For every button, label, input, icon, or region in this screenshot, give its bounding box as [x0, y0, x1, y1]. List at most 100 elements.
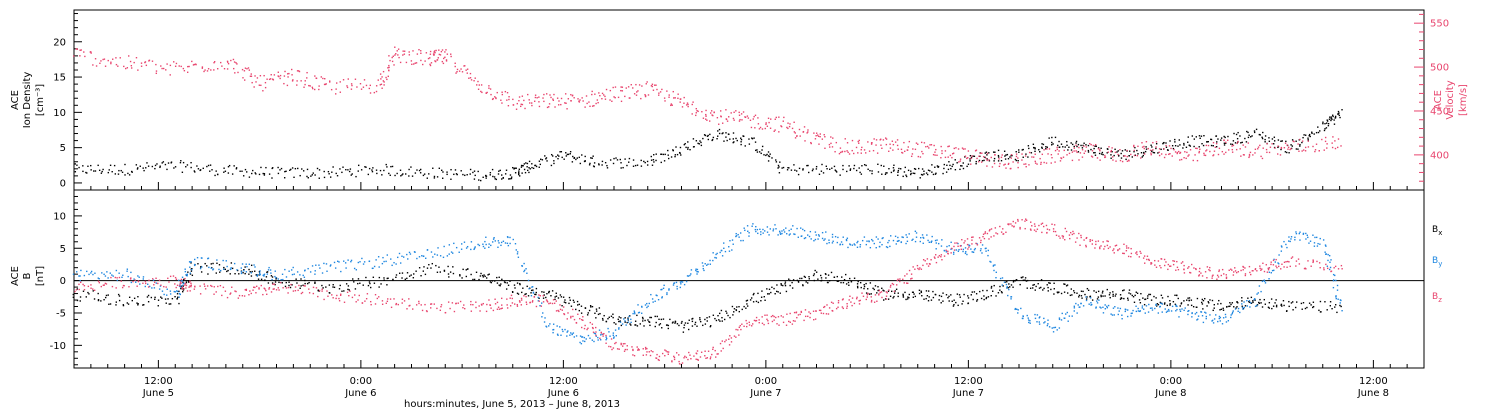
bottom-data-point — [1280, 304, 1282, 306]
bottom-data-point — [837, 236, 839, 239]
bottom-data-point — [1220, 274, 1222, 277]
bottom-data-point — [630, 321, 632, 324]
top-data-point — [1018, 151, 1020, 153]
x-tick-date: June 6 — [344, 388, 376, 399]
bottom-data-point — [169, 293, 172, 295]
top-data-point — [671, 104, 673, 106]
top-data-point — [279, 77, 281, 80]
top-data-point — [740, 138, 743, 141]
bottom-data-point — [1091, 303, 1093, 306]
top-data-point — [255, 173, 257, 175]
bottom-data-point — [720, 350, 722, 352]
top-data-point — [1266, 143, 1268, 145]
bottom-data-point — [153, 287, 156, 289]
top-data-point — [264, 81, 267, 84]
top-data-point — [126, 67, 129, 69]
bottom-data-point — [1263, 270, 1266, 273]
bottom-data-point — [498, 308, 501, 310]
bottom-data-point — [1005, 231, 1007, 233]
bottom-data-point — [881, 243, 883, 246]
bottom-data-point — [218, 268, 220, 271]
bottom-data-point — [1113, 314, 1115, 316]
bottom-data-point — [1189, 272, 1192, 274]
top-data-point — [1110, 157, 1112, 159]
top-data-point — [675, 146, 677, 148]
bottom-data-point — [241, 295, 244, 297]
top-data-point — [462, 173, 464, 176]
bottom-data-point — [544, 317, 546, 319]
top-data-point — [806, 164, 808, 167]
top-data-point — [624, 158, 626, 160]
top-data-point — [761, 145, 764, 148]
bottom-data-point — [259, 270, 261, 272]
bottom-data-point — [766, 288, 768, 290]
top-data-point — [818, 143, 820, 145]
bottom-data-point — [1035, 285, 1037, 288]
bottom-data-point — [661, 297, 663, 299]
bottom-data-point — [1302, 233, 1305, 235]
top-data-point — [523, 168, 526, 171]
bottom-data-point — [1053, 224, 1056, 226]
bottom-data-point — [885, 246, 888, 248]
top-data-point — [778, 166, 780, 168]
bottom-data-point — [863, 285, 866, 288]
bottom-data-point — [563, 313, 565, 315]
bottom-data-point — [758, 321, 760, 324]
bottom-data-point — [1139, 310, 1142, 312]
bottom-data-point — [78, 288, 80, 291]
bottom-data-point — [1160, 258, 1163, 260]
top-data-point — [489, 88, 492, 90]
top-data-point — [1143, 145, 1145, 148]
bottom-data-point — [223, 266, 225, 269]
top-data-point — [656, 88, 658, 91]
bottom-data-point — [962, 250, 964, 253]
bottom-data-point — [1261, 280, 1264, 283]
bottom-data-point — [783, 229, 785, 231]
top-data-point — [1174, 151, 1177, 153]
bottom-data-point — [1326, 309, 1328, 311]
top-data-point — [389, 59, 391, 62]
bottom-data-point — [190, 270, 193, 272]
bottom-data-point — [687, 322, 689, 324]
bottom-data-point — [404, 278, 407, 280]
top-data-point — [283, 82, 285, 85]
bottom-data-point — [407, 258, 409, 260]
top-data-point — [265, 166, 267, 169]
top-data-point — [838, 152, 841, 155]
bottom-data-point — [857, 280, 859, 283]
bottom-data-point — [383, 277, 385, 279]
top-data-point — [1210, 138, 1212, 141]
bottom-data-point — [914, 230, 917, 232]
bottom-data-point — [702, 265, 704, 267]
bottom-data-point — [535, 287, 538, 290]
top-data-point — [813, 132, 815, 134]
top-data-point — [350, 83, 353, 85]
top-data-point — [1191, 135, 1194, 137]
bottom-data-point — [624, 321, 626, 323]
top-data-point — [539, 163, 542, 166]
bottom-data-point — [681, 281, 684, 283]
top-data-point — [885, 172, 887, 174]
bottom-data-point — [147, 286, 150, 288]
top-data-point — [578, 100, 580, 102]
top-data-point — [112, 58, 114, 60]
bottom-data-point — [182, 289, 185, 291]
bottom-data-point — [961, 303, 963, 305]
bottom-data-point — [1043, 287, 1045, 290]
bottom-data-point — [999, 277, 1002, 280]
top-data-point — [350, 88, 353, 90]
top-data-point — [499, 169, 501, 172]
bottom-data-point — [869, 282, 872, 284]
top-data-point — [1145, 141, 1148, 143]
top-data-point — [1315, 131, 1318, 134]
top-data-point — [667, 154, 669, 156]
top-data-point — [375, 90, 378, 93]
bottom-data-point — [483, 274, 485, 276]
top-data-point — [593, 162, 596, 164]
top-data-point — [1322, 122, 1324, 125]
bottom-data-point — [1107, 240, 1109, 243]
bottom-data-point — [528, 288, 530, 290]
bottom-data-point — [826, 242, 828, 245]
bottom-data-point — [1232, 274, 1235, 276]
bottom-data-point — [593, 332, 596, 334]
